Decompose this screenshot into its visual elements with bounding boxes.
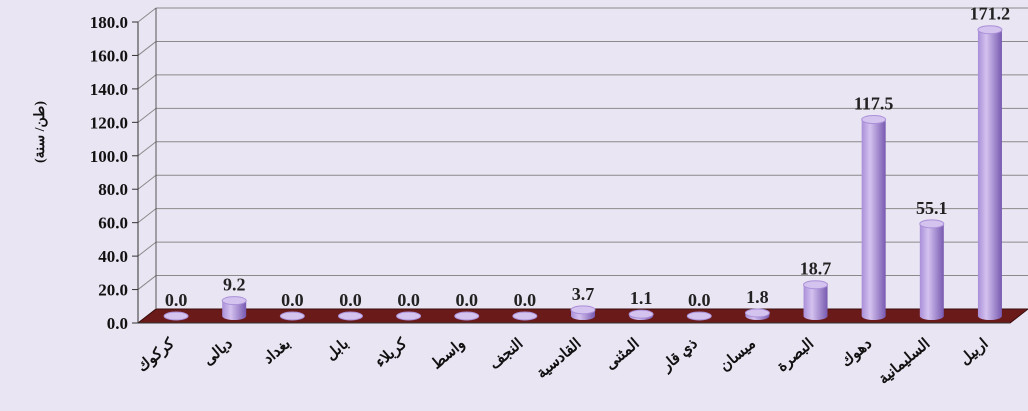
x-tick-label: بغداد: [261, 336, 294, 368]
x-tick-label: البصرة: [774, 336, 817, 376]
wall-gridline: [137, 141, 157, 157]
x-tick-label: ذي قار: [658, 336, 701, 376]
bar-top: [977, 25, 1003, 35]
y-tick-label: 20.0: [98, 281, 128, 300]
y-tick-label: 120.0: [90, 113, 128, 132]
bar: [337, 311, 363, 321]
bar: [396, 311, 422, 321]
bar-top: [337, 311, 363, 321]
bar-top: [570, 305, 596, 315]
data-label: 0.0: [339, 290, 362, 310]
x-tick-label: المثنى: [603, 336, 643, 373]
x-tick-label: ميسان: [717, 336, 759, 375]
data-label: 0.0: [455, 290, 478, 310]
bar-body: [977, 29, 1002, 321]
y-tick-labels: 0.0 20.0 40.0 60.0 80.0 100.0 120.0 140.0 160.0 1…: [90, 13, 128, 333]
x-tick-label: النجف: [487, 336, 527, 373]
bar-body: [919, 223, 944, 320]
x-tick-label: بابل: [323, 336, 352, 364]
bar-top: [919, 219, 945, 229]
data-label: 18.7: [800, 259, 832, 279]
bar-top: [163, 311, 189, 321]
bar-body: [861, 119, 886, 320]
y-tick-label: 180.0: [90, 13, 128, 32]
y-axis-label: (طن/ سنة): [33, 101, 48, 163]
data-label: 0.0: [397, 290, 420, 310]
data-label: 0.0: [165, 290, 188, 310]
bar-top: [221, 296, 247, 306]
y-tick-label: 160.0: [90, 46, 128, 65]
data-label: 0.0: [281, 290, 304, 310]
x-tick-label: القادسية: [534, 336, 585, 382]
y-tick-label: 40.0: [98, 247, 128, 266]
x-tick-label: دهوك: [838, 336, 875, 371]
data-label: 55.1: [916, 198, 948, 218]
bar: [454, 311, 480, 321]
wall-gridline: [137, 107, 157, 123]
bar: [512, 311, 538, 321]
bar: [977, 25, 1003, 321]
bars: [163, 25, 1003, 321]
bar: [570, 305, 596, 320]
wall-gridline: [137, 7, 157, 23]
x-tick-label: السليمانية: [876, 336, 933, 388]
x-tick-labels: كركوك ديالى بغداد بابل كربلاء واسط النجف القادس…: [135, 335, 992, 387]
y-tick-label: 140.0: [90, 80, 128, 99]
x-tick-label: كربلاء: [373, 335, 411, 371]
bar-top: [686, 311, 712, 321]
bar: [628, 309, 654, 320]
data-label: 0.0: [514, 290, 537, 310]
bar-top: [512, 311, 538, 321]
bar-top: [279, 311, 305, 321]
x-tick-label: ديالى: [201, 336, 236, 369]
bar: [744, 308, 770, 320]
data-label: 1.1: [630, 288, 653, 308]
bar: [279, 311, 305, 321]
y-tick-label: 80.0: [98, 180, 128, 199]
axes: [132, 8, 1010, 324]
bar: [919, 219, 945, 320]
data-label: 117.5: [854, 94, 894, 114]
bar-top: [396, 311, 422, 321]
bar: [163, 311, 189, 321]
y-tick-label: 100.0: [90, 147, 128, 166]
data-label: 1.8: [746, 287, 769, 307]
y-tick-label: 60.0: [98, 214, 128, 233]
bar-top: [803, 280, 829, 290]
wall-gridline: [137, 208, 157, 224]
wall-gridline: [137, 241, 157, 257]
data-label: 3.7: [572, 284, 595, 304]
x-tick-label: كركوك: [135, 335, 179, 375]
bar-top: [861, 115, 887, 125]
data-label: 9.2: [223, 275, 246, 295]
bar: [686, 311, 712, 321]
bar: [803, 280, 829, 320]
x-tick-label: اربيل: [957, 336, 991, 368]
data-label: 171.2: [970, 4, 1011, 24]
data-labels: 0.0 9.2 0.0 0.0 0.0 0.0 0.0 3.7 1.1 0.0 1.8 18.7 117…: [165, 4, 1010, 310]
y-tick-label: 0.0: [107, 314, 128, 333]
bar-body: [222, 300, 247, 320]
bar: [861, 115, 887, 320]
wall-gridline: [137, 41, 157, 56]
bar-top: [744, 308, 770, 318]
x-tick-label: واسط: [429, 336, 469, 373]
bar-top: [454, 311, 480, 321]
gridlines: [137, 7, 1028, 324]
data-label: 0.0: [688, 290, 711, 310]
bar: [221, 296, 247, 320]
bar-body: [803, 284, 828, 320]
wall-gridline: [137, 275, 157, 290]
wall-gridline: [137, 174, 157, 190]
wall-gridline: [137, 74, 157, 90]
bar-top: [628, 309, 654, 319]
